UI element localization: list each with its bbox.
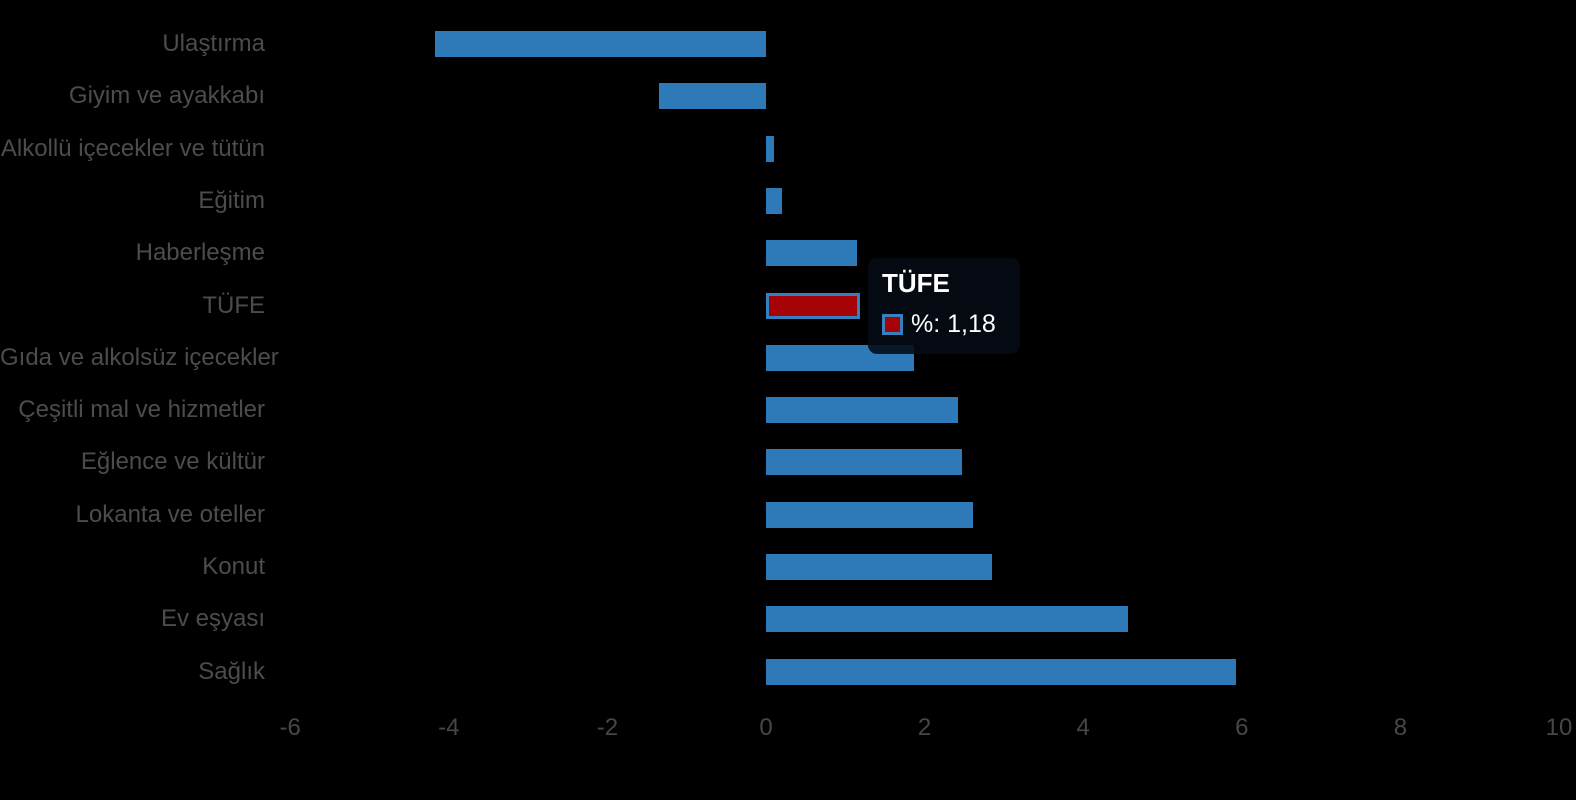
bar-9[interactable]	[766, 449, 962, 476]
category-label-5: Haberleşme	[135, 239, 265, 267]
x-tick-label-0: 0	[759, 714, 773, 741]
category-label-9: Eğlence ve kültür	[80, 448, 265, 476]
tufe-series-swatch-icon	[882, 314, 903, 335]
x-tick-label--4: -4	[438, 714, 460, 741]
x-tick-label-6: 6	[1235, 714, 1249, 741]
category-label-10: Lokanta ve oteller	[75, 500, 265, 528]
category-label-1: Ulaştırma	[162, 30, 265, 57]
category-label-7: Gıda ve alkolsüz içecekler	[0, 343, 279, 371]
bar-3[interactable]	[766, 135, 774, 162]
x-tick-label--2: -2	[596, 714, 619, 741]
tooltip-title: TÜFE	[882, 268, 950, 298]
bar-1[interactable]	[434, 31, 766, 57]
bar-11[interactable]	[766, 554, 992, 580]
x-tick-label-2: 2	[917, 714, 932, 741]
bar-4[interactable]	[766, 187, 782, 214]
bar-12[interactable]	[766, 606, 1129, 633]
tufe-bar[interactable]	[766, 292, 860, 319]
x-tick-label-10: 10	[1545, 714, 1573, 741]
bar-8[interactable]	[766, 397, 958, 424]
category-label-2: Giyim ve ayakkabı	[68, 82, 265, 110]
tooltip-value-row: %: 1,18	[882, 310, 1006, 339]
bar-13[interactable]	[766, 658, 1237, 685]
category-label-8: Çeşitli mal ve hizmetler	[18, 396, 265, 424]
x-tick-label--6: -6	[279, 714, 301, 741]
bar-2[interactable]	[658, 83, 766, 110]
bar-5[interactable]	[766, 240, 858, 267]
bar-10[interactable]	[766, 501, 973, 528]
category-label-11: Konut	[202, 553, 265, 580]
tooltip: TÜFE %: 1,18	[868, 258, 1020, 354]
category-label-4: Eğitim	[198, 186, 265, 214]
category-label-6: TÜFE	[202, 291, 265, 319]
tooltip-value: %: 1,18	[911, 310, 996, 338]
category-label-13: Sağlık	[198, 657, 265, 685]
x-tick-label-8: 8	[1393, 714, 1408, 741]
category-label-12: Ev eşyası	[160, 605, 265, 633]
category-label-3: Alkollü içecekler ve tütün	[0, 134, 265, 162]
x-tick-label-4: 4	[1076, 714, 1090, 741]
